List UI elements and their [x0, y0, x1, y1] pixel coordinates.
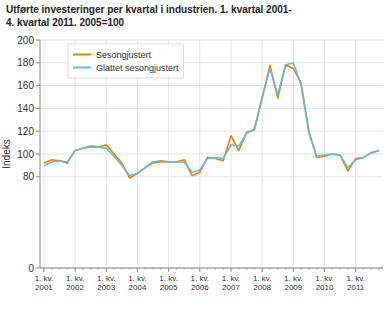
y-tick [36, 268, 40, 269]
x-tick-label-line: 2005 [160, 283, 178, 292]
legend-swatch [73, 54, 91, 56]
x-tick-label-line: 1. kv. [35, 274, 54, 283]
y-tick-label: 180 [17, 57, 34, 68]
x-tick [230, 268, 231, 272]
x-tick-label-line: 2002 [66, 283, 84, 292]
x-tick-label-line: 2010 [316, 283, 334, 292]
x-tick-label: 1. kv.2010 [315, 274, 334, 292]
x-tick [75, 268, 76, 272]
x-tick-label: 1. kv.2001 [35, 274, 54, 292]
x-tick-label-line: 2004 [129, 283, 147, 292]
x-tick-label: 1. kv.2004 [128, 274, 147, 292]
y-tick-label: 120 [17, 126, 34, 137]
x-tick-label-line: 1. kv. [315, 274, 334, 283]
grid-line [40, 85, 383, 86]
x-tick-label: 1. kv.2007 [222, 274, 241, 292]
x-tick-label-line: 1. kv. [346, 274, 365, 283]
x-tick-label: 1. kv.2002 [66, 274, 85, 292]
grid-line [40, 40, 383, 41]
legend-swatch [73, 67, 91, 69]
y-tick [36, 176, 40, 177]
grid-line [40, 268, 383, 269]
grid-line [40, 176, 383, 177]
x-tick [293, 268, 294, 272]
subtitle: 4. kvartal 2011. 2005=100 [6, 17, 125, 28]
x-tick [262, 268, 263, 272]
x-tick-label-line: 1. kv. [222, 274, 241, 283]
x-tick [355, 268, 356, 272]
y-tick [36, 154, 40, 155]
y-axis [40, 40, 41, 268]
legend: Sesongjustert Glattet sesongjustert [68, 44, 184, 78]
y-axis-label: Indeks [1, 139, 12, 168]
x-tick-label: 1. kv.2009 [284, 274, 303, 292]
x-tick-label-line: 1. kv. [159, 274, 178, 283]
grid-line [199, 40, 200, 268]
y-tick [36, 40, 40, 41]
grid-line [355, 40, 356, 268]
legend-box [68, 44, 184, 78]
x-tick [137, 268, 138, 272]
y-tick-label: 200 [17, 35, 34, 46]
x-tick-label: 1. kv.2011 [346, 274, 365, 292]
y-tick-label: 100 [17, 149, 34, 160]
x-tick-label-line: 2006 [191, 283, 209, 292]
x-tick-label: 1. kv.2003 [97, 274, 116, 292]
x-tick-label-line: 2001 [35, 283, 53, 292]
grid-line [293, 40, 294, 268]
x-tick-label: 1. kv.2005 [159, 274, 178, 292]
y-tick-label: 140 [17, 103, 34, 114]
x-tick-label-line: 1. kv. [284, 274, 303, 283]
y-tick [36, 108, 40, 109]
title: Utførte investeringer per kvartal i indu… [6, 4, 292, 15]
grid-line [40, 108, 383, 109]
y-tick [36, 131, 40, 132]
x-tick-label-line: 1. kv. [128, 274, 147, 283]
grid [40, 40, 383, 268]
x-tick [106, 268, 107, 272]
lines [44, 63, 379, 178]
y-tick [36, 62, 40, 63]
x-tick-label-line: 2003 [97, 283, 115, 292]
x-tick [199, 268, 200, 272]
grid-line [230, 40, 231, 268]
x-tick-label-line: 1. kv. [66, 274, 85, 283]
chart: Utførte investeringer per kvartal i indu… [0, 0, 391, 310]
series-line [44, 65, 379, 178]
grid-line [262, 40, 263, 268]
legend-label: Sesongjustert [96, 50, 152, 60]
y-tick-label: 160 [17, 80, 34, 91]
x-tick-label-line: 2008 [253, 283, 271, 292]
legend-label: Glattet sesongjustert [96, 63, 179, 73]
grid-line [324, 40, 325, 268]
x-tick-label-line: 1. kv. [97, 274, 116, 283]
x-tick-label-line: 2007 [222, 283, 240, 292]
x-tick-label: 1. kv.2008 [253, 274, 272, 292]
x-axis [40, 268, 383, 269]
series-line [44, 63, 379, 176]
x-tick-label: 1. kv.2006 [191, 274, 210, 292]
x-tick-label-line: 1. kv. [253, 274, 272, 283]
y-tick-label: 0 [28, 263, 34, 274]
grid-line [43, 40, 44, 268]
x-tick-label-line: 1. kv. [191, 274, 210, 283]
x-tick-label-line: 2009 [284, 283, 302, 292]
x-tick [168, 268, 169, 272]
grid-line [40, 131, 383, 132]
x-tick-label-line: 2011 [347, 283, 365, 292]
x-tick [324, 268, 325, 272]
x-tick [43, 268, 44, 272]
y-tick [36, 85, 40, 86]
y-tick-label: 80 [23, 171, 35, 182]
